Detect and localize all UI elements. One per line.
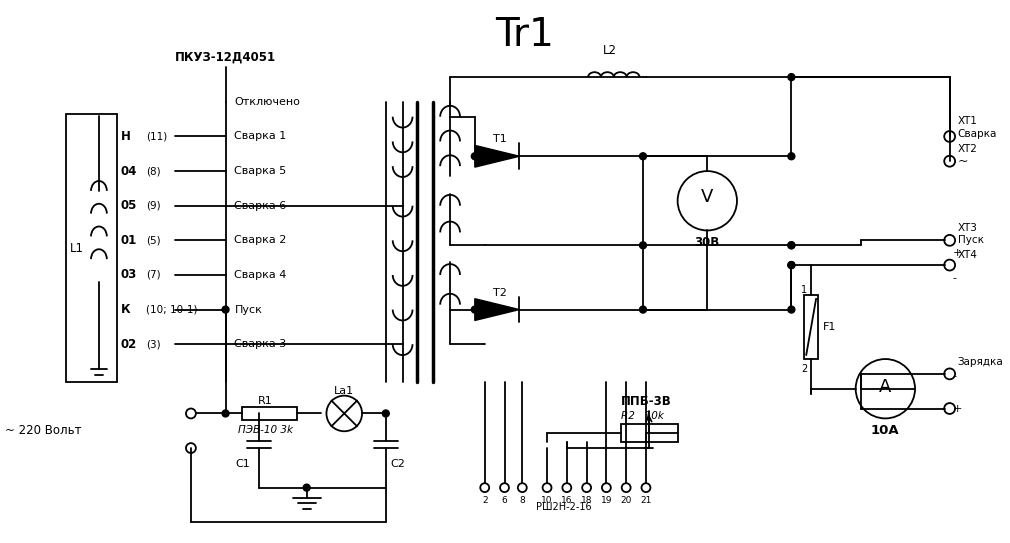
Text: 04: 04 [120, 165, 137, 178]
Circle shape [639, 242, 646, 249]
Bar [242, 407, 297, 420]
Text: 03: 03 [120, 268, 137, 281]
Text: (3): (3) [146, 339, 161, 349]
Text: T1: T1 [493, 135, 506, 144]
Text: -: - [952, 273, 956, 283]
Text: (10; 10-1): (10; 10-1) [146, 305, 198, 314]
Bar [621, 424, 678, 442]
Text: L2: L2 [603, 44, 617, 57]
Text: ПЭВ-10 3k: ПЭВ-10 3k [237, 425, 293, 435]
Text: F1: F1 [823, 322, 836, 332]
Text: Пуск: Пуск [234, 305, 263, 314]
Text: К: К [120, 303, 130, 316]
Text: R2   10k: R2 10k [621, 412, 665, 421]
Text: 18: 18 [581, 496, 592, 505]
Circle shape [788, 242, 795, 249]
Text: XT3: XT3 [957, 224, 978, 233]
Text: Сварка 4: Сварка 4 [234, 270, 287, 280]
Text: (5): (5) [146, 235, 161, 245]
Circle shape [472, 306, 479, 313]
Text: ППБ-3В: ППБ-3В [621, 395, 672, 408]
Text: 8: 8 [519, 496, 525, 505]
Text: Tr1: Tr1 [495, 16, 553, 54]
Text: (9): (9) [146, 201, 161, 211]
Text: La1: La1 [334, 386, 355, 396]
Circle shape [472, 153, 479, 160]
Polygon shape [475, 299, 519, 320]
Text: 02: 02 [120, 338, 137, 351]
Text: 20: 20 [620, 496, 632, 505]
Text: Сварка: Сварка [957, 129, 997, 140]
Text: 10: 10 [541, 496, 552, 505]
Text: 2: 2 [801, 364, 808, 374]
Circle shape [222, 306, 229, 313]
Bar [804, 295, 818, 359]
Text: Пуск: Пуск [957, 235, 984, 245]
Text: -: - [952, 371, 956, 381]
Text: ~ 220 Вольт: ~ 220 Вольт [5, 424, 82, 437]
Text: Сварка 1: Сварка 1 [234, 131, 287, 142]
Circle shape [788, 153, 795, 160]
Text: C2: C2 [391, 459, 406, 469]
Text: 01: 01 [120, 234, 137, 247]
Circle shape [788, 242, 795, 249]
Text: L1: L1 [71, 242, 84, 255]
Circle shape [383, 410, 389, 417]
Text: 1: 1 [801, 285, 807, 295]
Text: +: + [952, 248, 962, 258]
Circle shape [788, 262, 795, 269]
Text: Сварка 5: Сварка 5 [234, 166, 287, 176]
Text: 10A: 10A [871, 424, 900, 437]
Text: 2: 2 [482, 496, 488, 505]
Text: (11): (11) [146, 131, 168, 142]
Bar [67, 113, 117, 382]
Text: XT1: XT1 [957, 116, 978, 125]
Text: ~: ~ [957, 155, 968, 168]
Text: РШ2Н-2-16: РШ2Н-2-16 [536, 502, 592, 513]
Text: XT4: XT4 [957, 250, 978, 260]
Circle shape [303, 484, 310, 491]
Text: 30В: 30В [695, 236, 720, 249]
Text: Сварка 3: Сварка 3 [234, 339, 287, 349]
Circle shape [788, 74, 795, 80]
Text: Сварка 2: Сварка 2 [234, 235, 287, 245]
Text: A: A [879, 378, 892, 396]
Text: 21: 21 [640, 496, 651, 505]
Text: (7): (7) [146, 270, 161, 280]
Circle shape [788, 262, 795, 269]
Text: T2: T2 [493, 288, 506, 298]
Text: 19: 19 [601, 496, 612, 505]
Text: C1: C1 [235, 459, 250, 469]
Text: 16: 16 [562, 496, 573, 505]
Text: Зарядка: Зарядка [957, 357, 1003, 367]
Circle shape [222, 410, 229, 417]
Polygon shape [475, 146, 519, 167]
Text: R1: R1 [258, 396, 273, 406]
Text: Отключено: Отключено [234, 97, 300, 107]
Text: V: V [701, 188, 713, 206]
Text: ПКУЗ-12Д4051: ПКУЗ-12Д4051 [175, 51, 276, 64]
Text: XT2: XT2 [957, 144, 978, 154]
Text: Н: Н [120, 130, 130, 143]
Circle shape [639, 153, 646, 160]
Text: 05: 05 [120, 199, 137, 212]
Text: Сварка 6: Сварка 6 [234, 201, 287, 211]
Circle shape [639, 306, 646, 313]
Text: 6: 6 [502, 496, 507, 505]
Text: +: + [952, 403, 962, 414]
Circle shape [788, 306, 795, 313]
Text: (8): (8) [146, 166, 161, 176]
